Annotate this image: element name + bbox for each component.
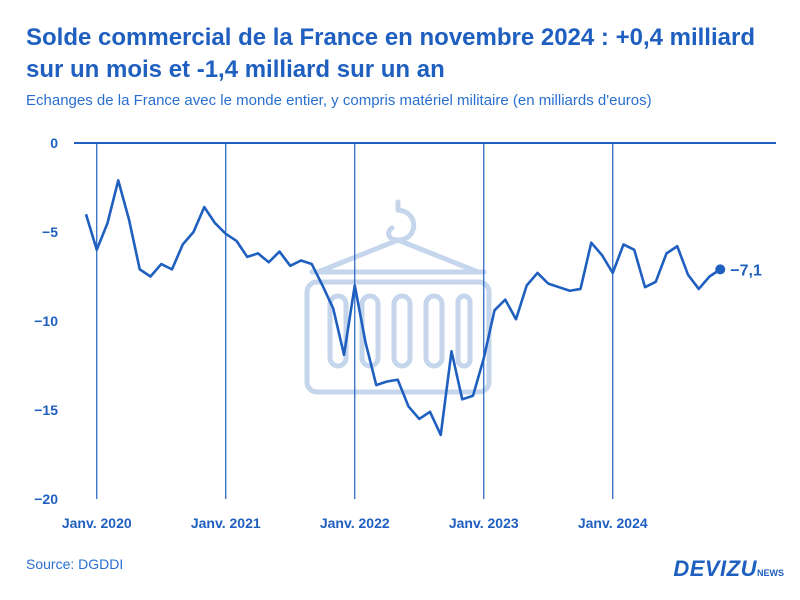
data-point bbox=[170, 267, 174, 271]
series-line-solde-commercial bbox=[84, 179, 721, 437]
data-point bbox=[450, 349, 454, 353]
data-point bbox=[514, 317, 518, 321]
data-point bbox=[417, 417, 421, 421]
data-point bbox=[654, 280, 658, 284]
data-point bbox=[278, 250, 282, 254]
chart-title: Solde commercial de la France en novembr… bbox=[26, 24, 755, 83]
data-point bbox=[374, 383, 378, 387]
brand-suffix: NEWS bbox=[757, 568, 784, 578]
data-point bbox=[536, 271, 540, 275]
container-icon bbox=[304, 199, 492, 395]
data-point bbox=[546, 282, 550, 286]
data-point bbox=[686, 273, 690, 277]
data-point bbox=[557, 285, 561, 289]
data-point bbox=[331, 307, 335, 311]
data-point bbox=[192, 230, 196, 234]
data-point bbox=[589, 241, 593, 245]
data-point bbox=[643, 285, 647, 289]
vertical-gridlines bbox=[96, 143, 614, 499]
data-point bbox=[321, 283, 325, 287]
data-point bbox=[579, 287, 583, 291]
data-point bbox=[482, 356, 486, 360]
data-point bbox=[202, 205, 206, 209]
y-tick-label: −15 bbox=[34, 402, 58, 418]
data-point bbox=[299, 258, 303, 262]
x-tick-label: Janv. 2020 bbox=[62, 515, 132, 531]
y-axis-ticks: 0 −5 −10 −15 −20 bbox=[34, 135, 58, 507]
x-tick-label: Janv. 2022 bbox=[320, 515, 390, 531]
data-point bbox=[149, 275, 153, 279]
data-point bbox=[181, 242, 185, 246]
data-point bbox=[600, 253, 604, 257]
data-point bbox=[697, 287, 701, 291]
brand-logo: DEVIZUNEWS bbox=[673, 556, 784, 582]
data-point bbox=[224, 232, 228, 236]
data-point bbox=[428, 410, 432, 414]
source-note: Source: DGDDI bbox=[26, 556, 124, 572]
data-point bbox=[493, 308, 497, 312]
data-point bbox=[116, 178, 120, 182]
data-point bbox=[708, 275, 712, 279]
data-point bbox=[213, 221, 217, 225]
data-point bbox=[256, 251, 260, 255]
data-point bbox=[385, 380, 389, 384]
data-point bbox=[439, 433, 443, 437]
last-value-label: −7,1 bbox=[730, 262, 762, 279]
data-point bbox=[503, 298, 507, 302]
data-point bbox=[288, 264, 292, 268]
data-point bbox=[407, 404, 411, 408]
data-point bbox=[622, 242, 626, 246]
last-point-marker bbox=[715, 264, 726, 275]
data-point bbox=[568, 289, 572, 293]
data-point bbox=[138, 267, 142, 271]
data-point bbox=[525, 283, 529, 287]
x-axis-ticks: Janv. 2020 Janv. 2021 Janv. 2022 Janv. 2023… bbox=[62, 515, 648, 531]
data-point bbox=[310, 262, 314, 266]
y-tick-label: −10 bbox=[34, 313, 58, 329]
data-point bbox=[342, 353, 346, 357]
chart-subtitle: Echanges de la France avec le monde enti… bbox=[26, 92, 652, 109]
y-tick-label: 0 bbox=[50, 135, 58, 151]
x-tick-label: Janv. 2024 bbox=[578, 515, 648, 531]
x-tick-label: Janv. 2021 bbox=[191, 515, 261, 531]
brand-name: DEVIZU bbox=[673, 556, 757, 581]
data-point bbox=[396, 378, 400, 382]
data-point bbox=[95, 248, 99, 252]
data-point bbox=[84, 212, 88, 216]
data-point bbox=[127, 218, 131, 222]
data-point bbox=[245, 255, 249, 259]
data-point bbox=[267, 260, 271, 264]
y-tick-label: −5 bbox=[42, 224, 58, 240]
x-tick-label: Janv. 2023 bbox=[449, 515, 519, 531]
data-point bbox=[665, 251, 669, 255]
data-point bbox=[235, 239, 239, 243]
data-point bbox=[611, 271, 615, 275]
data-points bbox=[84, 178, 722, 437]
data-point bbox=[106, 221, 110, 225]
data-point bbox=[632, 248, 636, 252]
data-point bbox=[159, 262, 163, 266]
data-point bbox=[353, 283, 357, 287]
data-point bbox=[364, 340, 368, 344]
data-point bbox=[471, 394, 475, 398]
data-point bbox=[675, 244, 679, 248]
y-tick-label: −20 bbox=[34, 491, 58, 507]
data-point bbox=[460, 397, 464, 401]
